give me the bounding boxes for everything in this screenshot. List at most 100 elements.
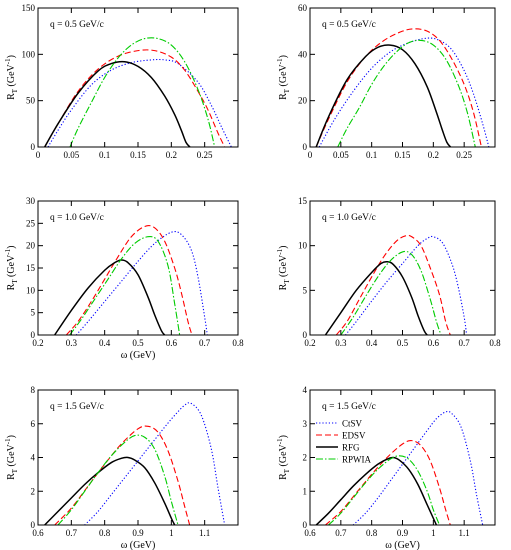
panel-6: 0.6 0.7 0.8 0.9 1 1.1 0 1 2 3 4 RT (GeV-1) ω (GeV) q … [276, 385, 496, 550]
x-tick-label: 0.15 [395, 150, 411, 160]
x-tick-label: 1 [169, 528, 174, 538]
legend-label-rpwia: RPWIA [342, 455, 372, 465]
y-tick-label: 0 [303, 142, 308, 152]
x-tick-label: 0 [308, 150, 313, 160]
y-tick-label: 100 [22, 49, 36, 59]
x-tick-label: 0.9 [132, 528, 144, 538]
series-line-rfg [54, 259, 166, 335]
panel-2: 0 0.05 0.1 0.15 0.2 0.25 0 20 40 60 RT (GeV-1) q = … [276, 3, 496, 160]
panel-label: q = 1.5 GeV/c [322, 402, 376, 412]
y-axis-label: RT (GeV-1) [4, 246, 19, 291]
y-tick-label: 3 [303, 419, 308, 429]
x-tick-label: 0 [36, 150, 41, 160]
x-tick-label: 0.2 [428, 150, 439, 160]
x-tick-label: 0.5 [132, 338, 144, 348]
panel-label: q = 1.5 GeV/c [50, 402, 104, 412]
series-line-edsv [54, 425, 191, 525]
series-line-rfg [315, 44, 452, 147]
series-line-ctsv [318, 37, 490, 147]
x-tick-label: 0.7 [335, 528, 347, 538]
y-tick-label: 0 [303, 520, 308, 530]
legend-label-edsv: EDSV [342, 431, 366, 441]
series-line-rfg [44, 456, 176, 525]
x-tick-label: 0.1 [366, 150, 377, 160]
y-tick-label: 15 [298, 196, 308, 206]
x-tick-label: 0.4 [366, 338, 378, 348]
series-line-ctsv [75, 230, 208, 335]
x-axis-label: ω (GeV) [121, 350, 156, 361]
x-tick-label: 0.3 [335, 338, 347, 348]
y-tick-label: 20 [298, 96, 308, 106]
y-tick-label: 150 [22, 3, 36, 13]
y-tick-label: 2 [303, 453, 308, 463]
x-tick-label: 0.15 [130, 150, 146, 160]
y-tick-label: 6 [31, 419, 36, 429]
x-tick-label: 0.25 [197, 150, 213, 160]
series-line-edsv [65, 225, 193, 335]
x-tick-label: 1 [431, 528, 436, 538]
x-tick-label: 0.5 [397, 338, 409, 348]
y-tick-label: 5 [303, 285, 308, 295]
x-axis-label: ω (GeV) [121, 540, 156, 550]
y-tick-label: 60 [298, 3, 308, 13]
panel-3: 0.2 0.3 0.4 0.5 0.6 0.7 0.8 0 5 10 15 20 25 30 RT (GeV… [4, 196, 244, 361]
x-tick-label: 1.1 [199, 528, 210, 538]
x-tick-label: 0.6 [32, 528, 44, 538]
series-line-edsv [335, 234, 451, 335]
x-tick-label: 0.7 [459, 338, 471, 348]
x-axis-label: ω (GeV) [385, 540, 420, 550]
series-line-ctsv [352, 410, 484, 525]
y-tick-label: 20 [26, 241, 36, 251]
series-line-edsv [44, 49, 226, 147]
y-tick-label: 50 [26, 96, 36, 106]
x-tick-label: 0.3 [66, 338, 78, 348]
y-tick-label: 10 [26, 285, 36, 295]
series-line-ctsv [84, 402, 226, 525]
series-line-rfg [324, 260, 428, 335]
x-tick-label: 0.8 [99, 528, 111, 538]
x-tick-label: 0.2 [166, 150, 177, 160]
y-tick-label: 25 [26, 218, 36, 228]
x-tick-label: 0.6 [428, 338, 440, 348]
x-tick-label: 0.9 [397, 528, 409, 538]
x-tick-label: 0.1 [99, 150, 110, 160]
x-tick-label: 0.8 [366, 528, 378, 538]
y-tick-label: 0 [31, 520, 36, 530]
series-line-rpwia [328, 455, 441, 525]
y-tick-label: 2 [31, 486, 36, 496]
panel-label: q = 1.0 GeV/c [50, 213, 104, 223]
series-line-edsv [315, 28, 482, 147]
y-tick-label: 0 [31, 330, 36, 340]
x-tick-label: 1.1 [459, 528, 470, 538]
y-axis-label: RT (GeV-1) [4, 435, 19, 480]
y-tick-label: 30 [26, 196, 36, 206]
y-tick-label: 8 [31, 385, 36, 395]
y-tick-label: 4 [31, 453, 36, 463]
panel-label: q = 0.5 GeV/c [50, 20, 104, 30]
panel-5: 0.6 0.7 0.8 0.9 1 1.1 0 2 4 6 8 RT (GeV-1) ω (GeV) q … [4, 385, 239, 550]
y-tick-label: 4 [303, 385, 308, 395]
x-tick-label: 0.7 [199, 338, 211, 348]
x-tick-label: 0.2 [32, 338, 43, 348]
x-tick-label: 0.7 [66, 528, 78, 538]
legend-label-ctsv: CtSV [342, 419, 363, 429]
x-tick-label: 0.6 [166, 338, 178, 348]
panel-label: q = 0.5 GeV/c [322, 20, 376, 30]
y-tick-label: 0 [303, 330, 308, 340]
series-line-rpwia [337, 39, 476, 147]
series-line-rpwia [57, 434, 179, 525]
series-line-edsv [325, 440, 451, 525]
y-tick-label: 40 [298, 49, 308, 59]
panel-1: 0 0.05 0.1 0.15 0.2 0.25 0 50 100 150 RT (GeV-1) q … [4, 3, 239, 160]
series-line-rfg [315, 456, 438, 525]
series-line-rpwia [340, 250, 442, 335]
y-tick-label: 0 [31, 142, 36, 152]
y-axis-label: RT (GeV-1) [276, 246, 291, 291]
y-axis-label: RT (GeV-1) [276, 55, 291, 100]
series-line-rpwia [69, 37, 216, 147]
series-line-rfg [44, 60, 191, 147]
y-tick-label: 10 [298, 241, 308, 251]
legend: CtSV EDSV RFG RPWIA [316, 419, 372, 465]
x-tick-label: 0.2 [304, 338, 315, 348]
